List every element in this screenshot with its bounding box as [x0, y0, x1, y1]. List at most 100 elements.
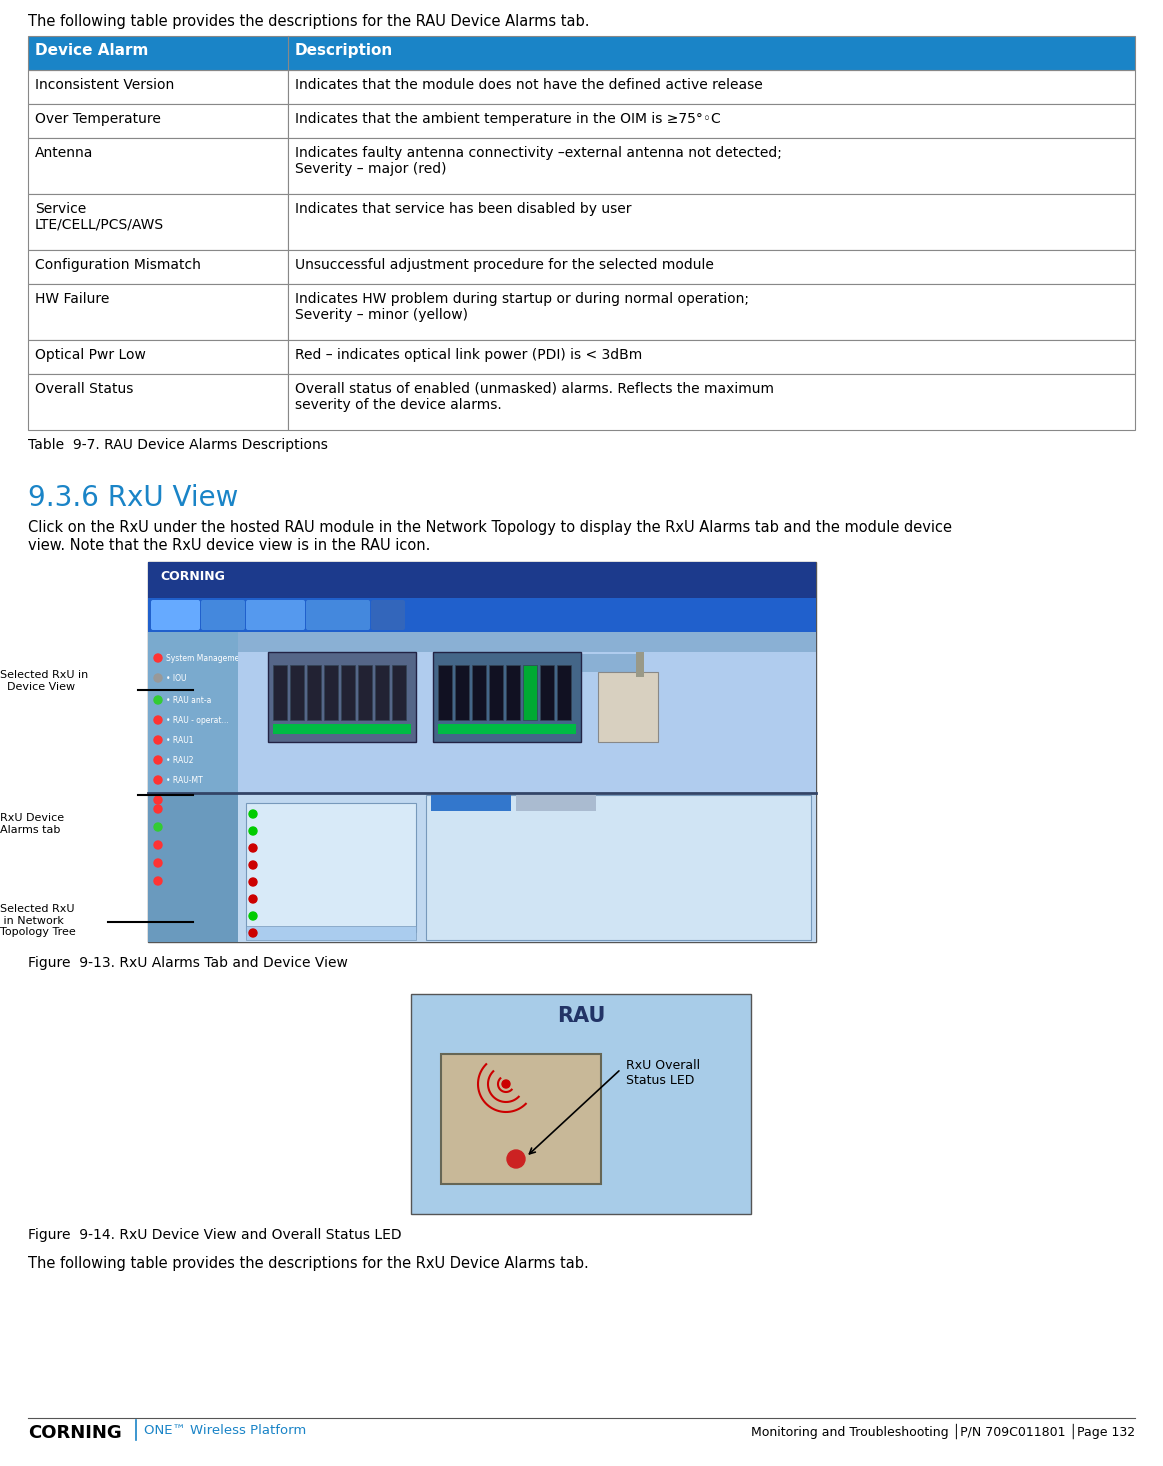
Bar: [506, 666, 520, 720]
Bar: [273, 666, 287, 720]
Bar: [488, 666, 504, 720]
Bar: [273, 724, 411, 734]
Bar: [341, 666, 355, 720]
Bar: [28, 70, 288, 104]
Text: HW Failure: HW Failure: [35, 292, 109, 306]
Text: Figure  9-13. RxU Alarms Tab and Device View: Figure 9-13. RxU Alarms Tab and Device V…: [28, 956, 348, 970]
Bar: [523, 666, 537, 720]
Circle shape: [154, 776, 162, 784]
Text: Synthesizer 12U B: Synthesizer 12U B: [261, 929, 331, 938]
Text: File: File: [247, 636, 261, 645]
Text: Inconsistent Version: Inconsistent Version: [261, 811, 338, 819]
Text: • IOU: • IOU: [166, 674, 186, 683]
Text: Monitoring and Troubleshooting │P/N 709C011801 │Page 132: Monitoring and Troubleshooting │P/N 709C…: [751, 1423, 1135, 1440]
Circle shape: [154, 756, 162, 764]
Text: 90:12:34:00064: 90:12:34:00064: [273, 655, 329, 663]
Text: Unsuccessful adjustment procedure for the selected module: Unsuccessful adjustment procedure for th…: [295, 258, 714, 273]
Text: Red – indicates optical link power (PDI) is < 3dBm: Red – indicates optical link power (PDI)…: [295, 347, 642, 362]
FancyBboxPatch shape: [247, 600, 305, 630]
Bar: [472, 666, 486, 720]
Circle shape: [249, 912, 257, 921]
Text: Configuration Mismatch: Configuration Mismatch: [35, 258, 201, 273]
Text: Selected RxU in
  Device View: Selected RxU in Device View: [0, 670, 88, 692]
Text: Indicates that the ambient temperature in the OIM is ≥75°◦C: Indicates that the ambient temperature i…: [295, 111, 721, 126]
FancyBboxPatch shape: [201, 600, 245, 630]
Text: • RAU-MT: • RAU-MT: [166, 776, 202, 784]
Text: HW Failure: HW Failure: [261, 912, 302, 921]
Bar: [28, 194, 288, 251]
Text: Eth PN:: Eth PN:: [431, 931, 459, 940]
Bar: [438, 654, 638, 671]
Bar: [28, 138, 288, 194]
Bar: [516, 795, 595, 811]
Bar: [540, 666, 554, 720]
Bar: [598, 671, 658, 742]
Bar: [238, 632, 816, 793]
Text: Indicates HW problem during startup or during normal operation;: Indicates HW problem during startup or d…: [295, 292, 749, 306]
Bar: [392, 666, 406, 720]
Text: Inconsistent Version: Inconsistent Version: [35, 78, 174, 92]
Bar: [438, 666, 452, 720]
Bar: [324, 666, 338, 720]
Text: RAU: RAU: [557, 1006, 605, 1026]
Bar: [438, 724, 576, 734]
Circle shape: [249, 844, 257, 852]
Text: System Management: System Management: [166, 654, 248, 663]
Bar: [28, 284, 288, 340]
Bar: [358, 666, 372, 720]
Bar: [288, 374, 1135, 430]
Circle shape: [154, 696, 162, 704]
Bar: [28, 104, 288, 138]
Text: Figure  9-14. RxU Device View and Overall Status LED: Figure 9-14. RxU Device View and Overall…: [28, 1229, 401, 1242]
Circle shape: [154, 841, 162, 849]
Text: Service AWS (TE, PCS): Service AWS (TE, PCS): [261, 878, 345, 887]
Text: Device Alarm: Device Alarm: [35, 43, 149, 59]
Bar: [288, 340, 1135, 374]
Text: Alarms: Alarms: [434, 799, 463, 808]
Circle shape: [154, 796, 162, 803]
Text: RxU Device
Alarms tab: RxU Device Alarms tab: [0, 814, 64, 834]
FancyBboxPatch shape: [151, 600, 200, 630]
Bar: [426, 795, 811, 940]
Text: LTE/CELL/PCS/AWS: LTE/CELL/PCS/AWS: [35, 218, 164, 232]
Circle shape: [154, 805, 162, 814]
Text: severity of the device alarms.: severity of the device alarms.: [295, 397, 501, 412]
Text: Overall Status: Overall Status: [35, 383, 134, 396]
Bar: [288, 138, 1135, 194]
Text: ONE™ Wireless Platform: ONE™ Wireless Platform: [144, 1423, 306, 1437]
Bar: [267, 652, 416, 742]
Bar: [148, 793, 238, 943]
Bar: [148, 632, 238, 943]
Text: • RAU2: • RAU2: [166, 756, 193, 765]
Text: • RAU1: • RAU1: [166, 736, 193, 745]
Text: Indicates that service has been disabled by user: Indicates that service has been disabled…: [295, 202, 632, 216]
Text: System:: System:: [431, 877, 462, 885]
Circle shape: [249, 896, 257, 903]
Text: Overall Status  •: Overall Status •: [249, 929, 313, 940]
Bar: [288, 70, 1135, 104]
Bar: [557, 666, 571, 720]
Text: IP Address:: IP Address:: [431, 913, 473, 922]
Bar: [290, 666, 304, 720]
FancyBboxPatch shape: [371, 600, 405, 630]
Text: Service LTE S&U: Service LTE S&U: [261, 861, 323, 869]
Circle shape: [249, 929, 257, 937]
Circle shape: [154, 859, 162, 866]
Circle shape: [502, 1080, 511, 1088]
Bar: [288, 194, 1135, 251]
Text: RF Parameters: RF Parameters: [519, 799, 580, 808]
Text: Indicates that the module does not have the defined active release: Indicates that the module does not have …: [295, 78, 763, 92]
Text: RxU Tree View: RxU Tree View: [454, 658, 518, 667]
Circle shape: [154, 674, 162, 682]
Text: Software version:: Software version:: [431, 859, 498, 868]
Text: Click on the RxU under the hosted RAU module in the Network Topology to display : Click on the RxU under the hosted RAU mo…: [28, 520, 952, 535]
Circle shape: [154, 715, 162, 724]
Circle shape: [249, 861, 257, 869]
Bar: [374, 666, 388, 720]
Text: HW version:: HW version:: [431, 896, 477, 905]
Bar: [148, 598, 816, 632]
Text: Antenna: Antenna: [35, 147, 93, 160]
Text: 60:12:34:00083: 60:12:34:00083: [438, 655, 494, 663]
Text: Optical Pwr Low: Optical Pwr Low: [35, 347, 145, 362]
Text: The following table provides the descriptions for the RAU Device Alarms tab.: The following table provides the descrip…: [28, 15, 590, 29]
